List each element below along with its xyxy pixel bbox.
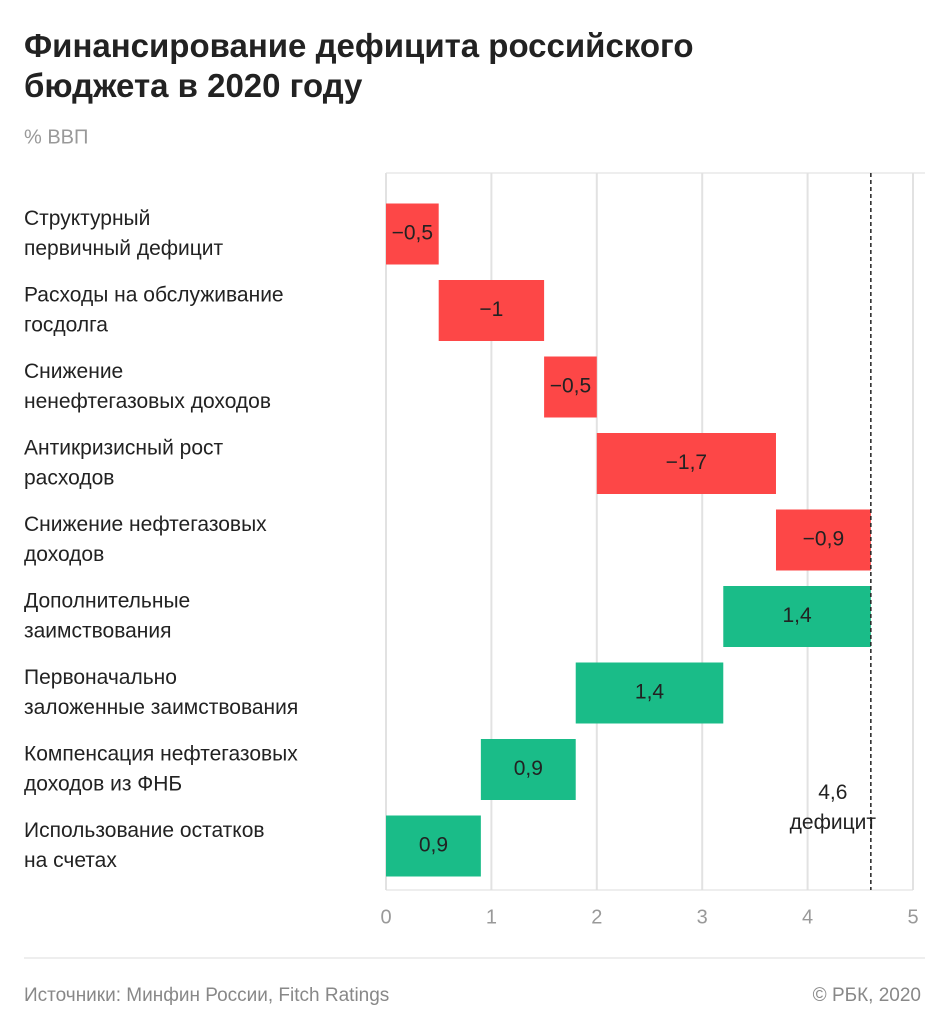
bar (386, 815, 481, 877)
bar (438, 280, 545, 341)
bar (544, 356, 597, 418)
credit: © РБК, 2020 (813, 985, 921, 1006)
x-tick-label: 0 (380, 906, 391, 928)
category-label: Использование остатков на счетах (24, 819, 265, 872)
value-label: 1,4 (635, 681, 665, 704)
bar (575, 662, 724, 724)
bar (723, 586, 871, 647)
category-label: Снижение нефтегазовых доходов (24, 513, 267, 566)
value-label: −0,5 (392, 222, 433, 245)
subtitle: % ВВП (24, 126, 88, 148)
x-tick-label: 3 (697, 906, 708, 928)
category-label: Антикризисный рост расходов (24, 436, 224, 489)
value-label: −0,5 (550, 375, 591, 398)
category-label: Первоначально заложенные заимствования (24, 666, 298, 719)
bar (480, 739, 576, 800)
category-label: Структурный первичный дефицит (24, 207, 224, 260)
value-label: 1,4 (782, 604, 812, 627)
bar (386, 203, 439, 265)
x-tick-label: 2 (591, 906, 602, 928)
value-label: −0,9 (803, 528, 844, 551)
category-label: Компенсация нефтегазовых доходов из ФНБ (24, 742, 298, 795)
x-tick-label: 4 (802, 906, 813, 928)
x-tick-label: 5 (907, 906, 918, 928)
chart-title: Финансирование дефицита российского бюдже… (24, 27, 694, 104)
category-label: Дополнительные заимствования (24, 589, 190, 642)
value-label: −1,7 (666, 451, 707, 474)
value-label: 0,9 (419, 834, 448, 857)
annotation: 4,6 дефицит (790, 781, 877, 834)
value-label: 0,9 (514, 757, 543, 780)
bar (596, 433, 776, 494)
bar (775, 509, 871, 571)
category-label: Расходы на обслуживание госдолга (24, 283, 284, 336)
value-label: −1 (479, 298, 503, 321)
source: Источники: Минфин России, Fitch Ratings (24, 985, 389, 1006)
category-label: Снижение ненефтегазовых доходов (24, 360, 271, 413)
x-tick-label: 1 (486, 906, 497, 928)
